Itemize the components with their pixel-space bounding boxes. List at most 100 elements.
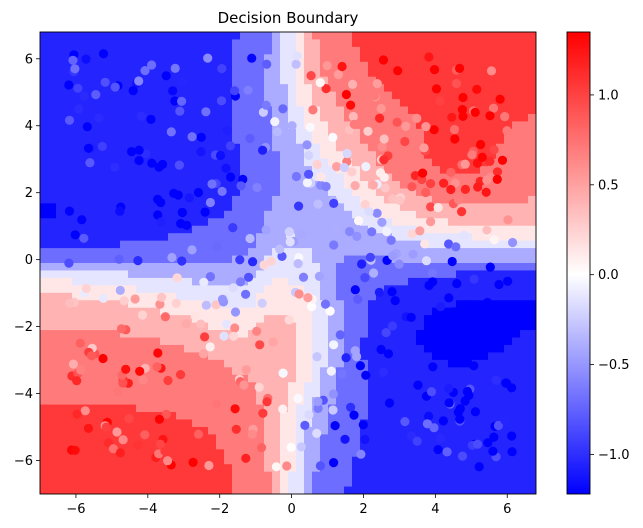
contour-cell	[144, 99, 153, 108]
contour-cell	[104, 46, 113, 55]
contour-cell	[56, 188, 65, 197]
scatter-point	[171, 298, 181, 308]
contour-cell	[480, 99, 489, 108]
contour-cell	[312, 486, 321, 494]
contour-cell	[136, 240, 145, 249]
contour-cell	[496, 382, 505, 391]
scatter-point	[81, 283, 91, 294]
contour-cell	[264, 32, 273, 41]
contour-cell	[272, 270, 281, 279]
contour-cell	[64, 486, 73, 494]
contour-cell	[64, 367, 73, 376]
scatter-point	[426, 387, 437, 397]
contour-cell	[288, 195, 297, 204]
scatter-point	[507, 237, 518, 248]
contour-cell	[304, 158, 313, 167]
contour-cell	[144, 39, 153, 48]
contour-cell	[320, 359, 329, 368]
contour-cell	[456, 464, 465, 473]
contour-cell	[360, 389, 369, 398]
contour-cell	[152, 76, 161, 85]
scatter-point	[121, 364, 131, 374]
contour-cell	[520, 106, 529, 115]
contour-cell	[104, 158, 113, 167]
scatter-point	[460, 184, 470, 194]
contour-cell	[504, 456, 513, 465]
contour-cell	[144, 292, 153, 301]
contour-cell	[296, 76, 305, 85]
contour-cell	[424, 434, 433, 443]
scatter-point	[77, 215, 87, 225]
contour-cell	[344, 233, 353, 242]
contour-cell	[464, 46, 473, 55]
contour-cell	[192, 136, 201, 145]
scatter-point	[500, 415, 510, 426]
scatter-point	[156, 292, 167, 302]
contour-cell	[80, 412, 89, 421]
contour-cell	[176, 113, 185, 123]
contour-cell	[136, 128, 145, 137]
contour-cell	[408, 32, 417, 41]
contour-cell	[96, 359, 105, 368]
contour-cell	[120, 352, 129, 361]
scatter-point	[74, 104, 84, 114]
contour-cell	[184, 32, 193, 41]
contour-cell	[456, 397, 465, 406]
contour-cell	[40, 374, 49, 383]
contour-cell	[120, 143, 129, 152]
contour-cell	[136, 434, 145, 443]
scatter-point	[457, 207, 467, 217]
contour-cell	[208, 121, 217, 130]
contour-cell	[320, 382, 329, 391]
contour-cell	[472, 322, 481, 331]
contour-cell	[264, 479, 273, 488]
contour-cell	[272, 359, 281, 368]
contour-cell	[152, 188, 161, 197]
contour-cell	[56, 32, 65, 41]
contour-cell	[80, 255, 89, 264]
scatter-point	[442, 447, 452, 457]
contour-cell	[176, 91, 185, 100]
contour-cell	[336, 240, 345, 249]
contour-cell	[320, 158, 329, 167]
contour-cell	[56, 382, 65, 391]
contour-cell	[136, 389, 145, 398]
contour-cell	[144, 471, 153, 480]
contour-cell	[72, 121, 81, 130]
scatter-point	[73, 83, 83, 93]
contour-cell	[208, 397, 217, 406]
scatter-point	[115, 285, 125, 295]
scatter-point	[447, 112, 457, 122]
contour-cell	[216, 39, 225, 48]
contour-cell	[504, 143, 513, 152]
contour-cell	[96, 69, 105, 78]
scatter-point	[98, 49, 109, 59]
contour-cell	[368, 166, 377, 175]
contour-cell	[224, 32, 233, 41]
contour-cell	[464, 315, 473, 324]
contour-cell	[480, 374, 489, 383]
contour-cell	[376, 471, 385, 480]
contour-cell	[208, 307, 217, 316]
contour-cell	[72, 210, 81, 219]
contour-cell	[304, 195, 313, 204]
contour-cell	[288, 404, 297, 413]
contour-cell	[416, 397, 425, 406]
contour-cell	[400, 46, 409, 55]
contour-cell	[216, 322, 225, 331]
contour-cell	[288, 292, 297, 301]
contour-cell	[96, 374, 105, 383]
contour-cell	[112, 404, 121, 413]
contour-cell	[480, 166, 489, 175]
contour-cell	[72, 352, 81, 361]
contour-cell	[320, 255, 329, 264]
contour-cell	[232, 151, 241, 160]
contour-cell	[232, 233, 241, 242]
contour-cell	[240, 426, 249, 435]
scatter-point	[115, 206, 125, 216]
contour-cell	[240, 449, 249, 458]
contour-cell	[336, 359, 345, 368]
contour-cell	[344, 195, 353, 204]
contour-cell	[120, 173, 129, 182]
scatter-point	[72, 376, 82, 386]
